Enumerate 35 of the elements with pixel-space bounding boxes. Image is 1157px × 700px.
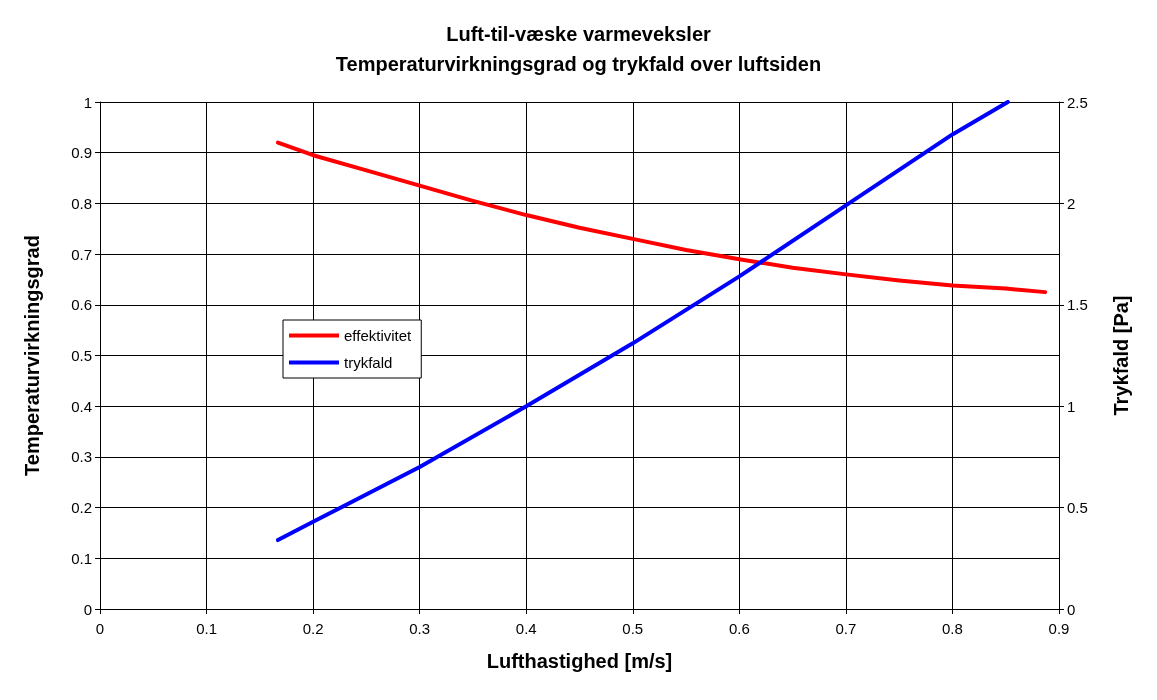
y2-tick-label: 0.5 xyxy=(1067,499,1088,517)
chart-title: Luft-til-væske varmeveksler Temperaturvirkningsgrad og trykfald over luftsiden xyxy=(335,23,822,75)
x-tick-label: 0.3 xyxy=(409,620,431,637)
y-tick-label: 0.7 xyxy=(71,245,92,263)
y-tick-label: 1 xyxy=(83,93,92,111)
x-tick-label: 0.7 xyxy=(835,620,857,637)
x-tick-label: 0.1 xyxy=(196,620,217,637)
x-tick-label: 0.6 xyxy=(728,620,750,637)
y-tick-label: 0.6 xyxy=(71,296,92,314)
y2-tick-label: 2.5 xyxy=(1067,93,1088,111)
x-tick-label: 0.4 xyxy=(515,620,537,637)
x-tick-label: 0.8 xyxy=(942,620,963,637)
x-tick-label: 0.2 xyxy=(302,620,324,637)
legend-label: effektivitet xyxy=(344,327,413,344)
y-tick-label: 0.1 xyxy=(71,549,92,567)
y-tick-label: 0.3 xyxy=(71,448,92,466)
y-tick-label: 0.5 xyxy=(71,347,92,364)
legend-label: trykfald xyxy=(344,354,393,371)
y-axis-title: Temperaturvirkningsgrad xyxy=(21,235,43,476)
x-tick-label: 0.5 xyxy=(622,620,644,637)
x-tick-label: 0 xyxy=(95,620,105,637)
y-tick-label: 0.8 xyxy=(71,194,92,212)
y2-tick-label: 1 xyxy=(1067,397,1076,415)
x-axis-title: Lufthastighed [m/s] xyxy=(486,650,673,672)
y-tick-label: 0.9 xyxy=(71,144,92,162)
line-series xyxy=(275,100,1010,543)
y-tick-label: 0.2 xyxy=(71,499,92,517)
line-series xyxy=(275,140,1048,295)
y2-tick-label: 2 xyxy=(1067,194,1076,212)
y-tick-label: 0.4 xyxy=(71,397,92,415)
x-tick-label: 0.9 xyxy=(1048,620,1070,637)
y2-axis-title: Trykfald [Pa] xyxy=(1110,295,1132,416)
y-tick-label: 0 xyxy=(83,600,92,618)
y2-tick-label: 1.5 xyxy=(1067,296,1088,314)
y2-tick-label: 0 xyxy=(1067,600,1076,618)
